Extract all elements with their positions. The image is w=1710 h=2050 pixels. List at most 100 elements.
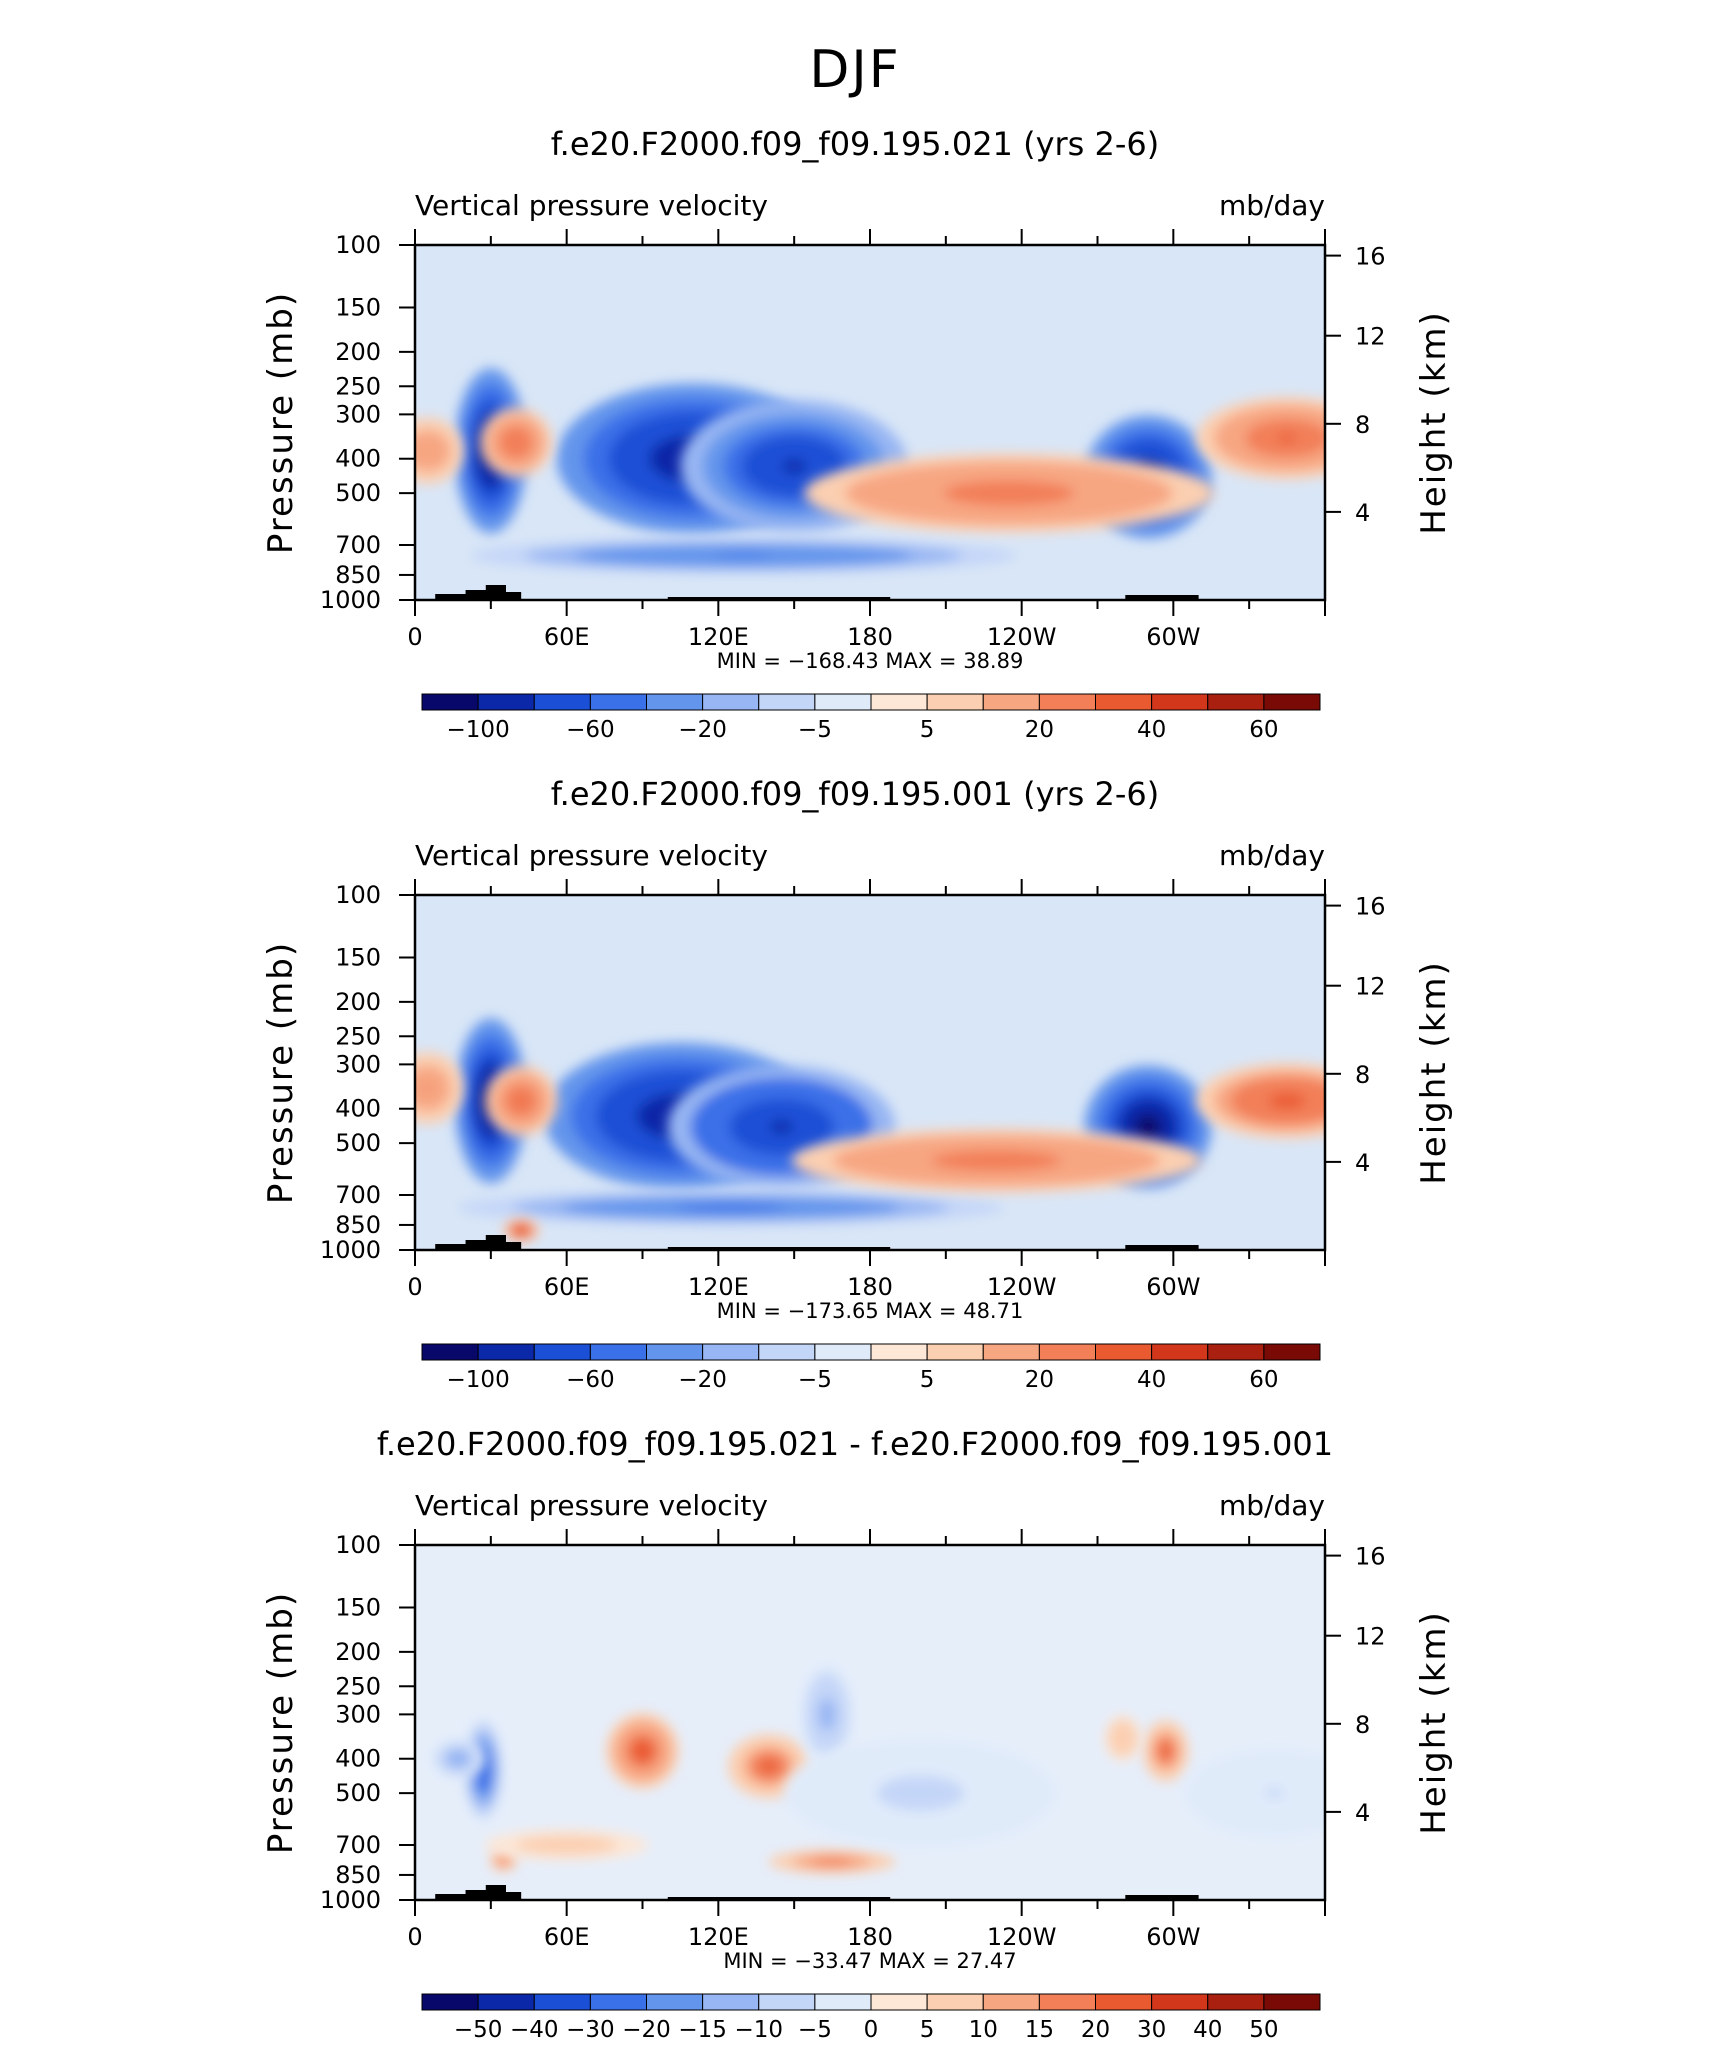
colorbar-label: 5 [920, 1367, 935, 1393]
contour-blob [667, 1065, 896, 1189]
colorbar-box [1038, 1993, 1096, 2011]
x-tick-label: 120W [987, 1273, 1057, 1301]
contour-blob [784, 1738, 1058, 1849]
colorbar-box [589, 693, 647, 711]
x-tick-label: 60E [544, 1273, 590, 1301]
colorbar-label: −30 [566, 2017, 615, 2043]
contour-blob [484, 1829, 649, 1861]
contour-blob [430, 1738, 486, 1779]
topography-mask [435, 1235, 1199, 1250]
y-axis-title: Pressure (mb) [261, 941, 301, 1204]
colorbar-box [1263, 1343, 1321, 1361]
y-tick-label: 850 [335, 1861, 381, 1889]
contour-blob [727, 1734, 810, 1799]
colorbar-box [982, 1343, 1040, 1361]
contour-field [415, 1545, 1325, 1900]
y-tick-label: 300 [335, 1050, 381, 1078]
contour-blob [502, 1218, 540, 1243]
x-tick-label: 60E [544, 623, 590, 651]
colorbar-box [1038, 1343, 1096, 1361]
x-tick-label: 0 [407, 623, 422, 651]
colorbar-box [477, 693, 535, 711]
colorbar-label: −40 [510, 2017, 559, 2043]
contour-blob [1183, 1747, 1325, 1839]
y-tick-label: 150 [335, 944, 381, 972]
colorbar-box [702, 1993, 760, 2011]
colorbar-box [589, 1343, 647, 1361]
x-tick-label: 60W [1146, 1273, 1200, 1301]
colorbar-box [533, 693, 591, 711]
colorbar-label: 40 [1137, 1367, 1166, 1393]
y2-axis-title: Height (km) [1414, 310, 1454, 535]
colorbar-box [1151, 1343, 1209, 1361]
x-tick-label: 0 [407, 1273, 422, 1301]
contour-blob [1196, 1062, 1325, 1139]
contour-field [415, 245, 1325, 600]
chart-panel-1: f.e20.F2000.f09_f09.195.021 (yrs 2-6) Ver… [261, 125, 1454, 743]
colorbar-box [702, 1343, 760, 1361]
contour-blob [484, 1065, 558, 1137]
contour-blob [799, 1662, 855, 1767]
colorbar [421, 1993, 1321, 2011]
units-label: mb/day [1219, 189, 1325, 222]
colorbar-box [646, 693, 704, 711]
variable-label: Vertical pressure velocity [415, 1489, 768, 1522]
colorbar-box [758, 1993, 816, 2011]
min-max-label: MIN = −173.65 MAX = 48.71 [717, 1299, 1024, 1323]
y-axis-title: Pressure (mb) [261, 291, 301, 554]
colorbar-box [870, 1343, 928, 1361]
y2-tick-label: 16 [1355, 893, 1386, 921]
colorbar-box [758, 1343, 816, 1361]
x-tick-label: 120E [688, 1273, 749, 1301]
x-tick-label: 180 [847, 1923, 893, 1951]
y2-tick-label: 16 [1355, 243, 1386, 271]
colorbar-label: 40 [1193, 2017, 1222, 2043]
contour-blob [1143, 1720, 1189, 1782]
contour-blob [457, 1190, 1004, 1226]
units-label: mb/day [1219, 1489, 1325, 1522]
colorbar-label: −20 [678, 717, 727, 743]
topography-mask [435, 585, 1199, 600]
y-tick-label: 150 [335, 1594, 381, 1622]
colorbar-label: −10 [734, 2017, 783, 2043]
colorbar-box [421, 1343, 479, 1361]
y2-axis-title: Height (km) [1414, 960, 1454, 1185]
colorbar-box [1038, 693, 1096, 711]
y2-tick-label: 4 [1355, 1799, 1370, 1827]
colorbar-box [421, 693, 479, 711]
colorbar-label: 40 [1137, 717, 1166, 743]
y-tick-label: 1000 [320, 1236, 381, 1264]
chart-panel-3: f.e20.F2000.f09_f09.195.021 - f.e20.F200… [261, 1425, 1454, 2043]
colorbar-label: −15 [678, 2017, 727, 2043]
contour-blob [804, 453, 1214, 533]
topography-mask [435, 1885, 1199, 1900]
colorbar-label: 30 [1137, 2017, 1166, 2043]
contour-blob [1104, 1715, 1141, 1762]
y-tick-label: 500 [335, 479, 381, 507]
y-tick-label: 200 [335, 1638, 381, 1666]
colorbar-box [1095, 1343, 1153, 1361]
y2-tick-label: 12 [1355, 1623, 1386, 1651]
colorbar-label: 0 [864, 2017, 879, 2043]
y-tick-label: 700 [335, 531, 381, 559]
colorbar-box [533, 1343, 591, 1361]
colorbar-label: −50 [454, 2017, 503, 2043]
y-tick-label: 200 [335, 338, 381, 366]
chart-title: f.e20.F2000.f09_f09.195.021 - f.e20.F200… [377, 1425, 1333, 1463]
y-tick-label: 500 [335, 1129, 381, 1157]
y2-tick-label: 4 [1355, 499, 1370, 527]
colorbar-box [1151, 693, 1209, 711]
colorbar-box [421, 1993, 479, 2011]
colorbar-label: 60 [1249, 717, 1278, 743]
y-tick-label: 300 [335, 1700, 381, 1728]
contour-blob [791, 1128, 1202, 1193]
y2-tick-label: 8 [1355, 1061, 1370, 1089]
contour-blob [1196, 396, 1325, 480]
chart-title: f.e20.F2000.f09_f09.195.001 (yrs 2-6) [551, 775, 1160, 813]
colorbar-box [870, 693, 928, 711]
y-tick-label: 500 [335, 1779, 381, 1807]
y-tick-label: 300 [335, 400, 381, 428]
y-tick-label: 400 [335, 1095, 381, 1123]
colorbar-box [758, 693, 816, 711]
y2-axis-title: Height (km) [1414, 1610, 1454, 1835]
